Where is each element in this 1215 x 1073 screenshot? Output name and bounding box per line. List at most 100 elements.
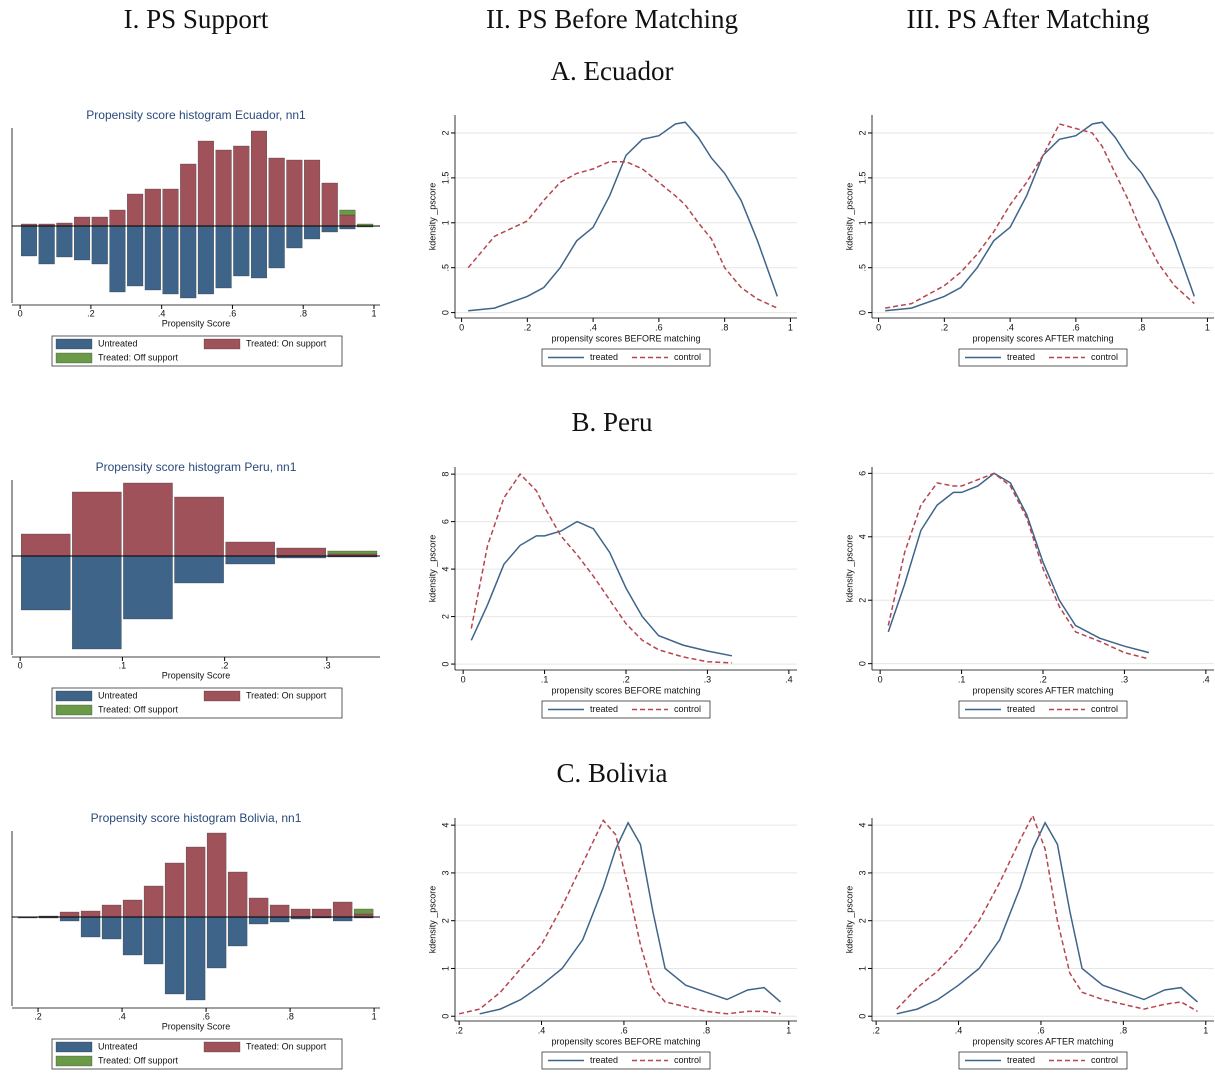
y-tick-label: 1.5	[440, 172, 450, 185]
row-title: A. Ecuador	[551, 56, 674, 86]
y-tick-label: 2	[857, 918, 867, 923]
column-title: III. PS After Matching	[907, 4, 1150, 34]
bar	[80, 916, 101, 938]
row-title: C. Bolivia	[556, 758, 667, 788]
bar	[174, 555, 224, 584]
bar	[233, 225, 250, 277]
y-tick-label: 1	[857, 220, 867, 225]
y-tick-label: 4	[857, 823, 867, 828]
x-tick-label: .6	[620, 1025, 628, 1035]
legend-label: control	[674, 352, 701, 362]
y-tick-label: 0	[440, 1014, 450, 1019]
legend-box	[541, 348, 711, 367]
y-tick-label: 0	[440, 310, 450, 315]
y-axis-label: kdensity _pscore	[844, 183, 854, 251]
x-tick-label: .3	[1121, 674, 1129, 684]
bar	[122, 916, 143, 956]
legend-swatch	[55, 704, 93, 716]
x-tick-label: .4	[158, 308, 166, 318]
y-tick-label: 1	[440, 220, 450, 225]
legend-box	[541, 700, 711, 719]
y-tick-label: 2	[857, 598, 867, 603]
x-axis-label: propensity scores BEFORE matching	[551, 333, 700, 343]
y-tick-label: 8	[440, 472, 450, 477]
bar	[206, 916, 227, 969]
bar	[215, 225, 232, 289]
x-tick-label: 0	[459, 322, 464, 332]
bar	[332, 916, 353, 922]
x-tick-label: 0	[18, 660, 23, 670]
bar	[206, 832, 227, 918]
y-tick-label: 0	[440, 662, 450, 667]
bar	[197, 225, 214, 295]
y-tick-label: 2	[440, 130, 450, 135]
legend-label: control	[1091, 352, 1118, 362]
x-tick-label: 1	[786, 1025, 791, 1035]
bar	[304, 159, 321, 227]
bar	[339, 214, 356, 227]
legend-label: control	[1091, 704, 1118, 714]
legend-label: treated	[1007, 704, 1035, 714]
density-line	[896, 821, 1198, 1015]
x-tick-label: .2	[87, 308, 95, 318]
bar	[74, 216, 91, 227]
bar	[72, 491, 122, 557]
legend-label: Untreated	[98, 1041, 138, 1051]
y-tick-label: 0	[857, 661, 867, 666]
x-tick-label: 1	[371, 308, 376, 318]
legend-swatch	[55, 1041, 93, 1053]
legend-label: control	[1091, 1055, 1118, 1065]
y-tick-label: 0	[857, 310, 867, 315]
bar	[353, 908, 374, 915]
bar	[180, 225, 197, 299]
y-tick-label: 2	[440, 918, 450, 923]
legend-box	[958, 700, 1128, 719]
column-title: I. PS Support	[124, 4, 269, 34]
y-tick-label: .5	[857, 264, 867, 272]
bar	[91, 225, 108, 265]
y-tick-label: 1	[440, 966, 450, 971]
legend-box	[51, 1038, 343, 1070]
legend-swatch	[203, 1041, 241, 1053]
x-tick-label: .4	[118, 1011, 126, 1021]
x-axis-label: propensity scores AFTER matching	[972, 333, 1113, 343]
legend-label: Untreated	[98, 690, 138, 700]
x-tick-label: .4	[1202, 674, 1210, 684]
density-line	[887, 472, 1150, 660]
legend-box	[958, 1051, 1128, 1070]
x-axis-label: propensity scores BEFORE matching	[551, 685, 700, 695]
density-line	[467, 160, 778, 309]
x-tick-label: .8	[299, 308, 307, 318]
bar	[143, 916, 164, 965]
y-tick-label: 6	[440, 519, 450, 524]
legend-box	[958, 348, 1128, 367]
column-title: II. PS Before Matching	[486, 4, 738, 34]
bar	[80, 910, 101, 918]
legend-label: treated	[590, 352, 618, 362]
x-tick-label: .6	[1072, 322, 1080, 332]
y-tick-label: 1.5	[857, 172, 867, 185]
x-tick-label: .4	[1006, 322, 1014, 332]
density-line	[470, 520, 733, 657]
x-tick-label: .8	[703, 1025, 711, 1035]
legend-label: treated	[1007, 352, 1035, 362]
x-tick-label: .4	[785, 674, 793, 684]
bar	[127, 193, 144, 227]
bar	[286, 159, 303, 227]
density-line	[885, 121, 1196, 312]
x-tick-label: 0	[876, 322, 881, 332]
bar	[59, 911, 80, 918]
y-tick-label: 6	[857, 471, 867, 476]
x-tick-label: .6	[202, 1011, 210, 1021]
bar	[72, 555, 122, 650]
bar	[225, 555, 275, 565]
bar	[174, 496, 224, 557]
bar	[311, 908, 332, 918]
bar	[127, 225, 144, 287]
bar	[321, 225, 338, 233]
bar	[164, 862, 185, 918]
bar	[327, 550, 378, 555]
y-tick-label: 3	[857, 870, 867, 875]
y-tick-label: 4	[440, 823, 450, 828]
bar	[123, 482, 173, 557]
